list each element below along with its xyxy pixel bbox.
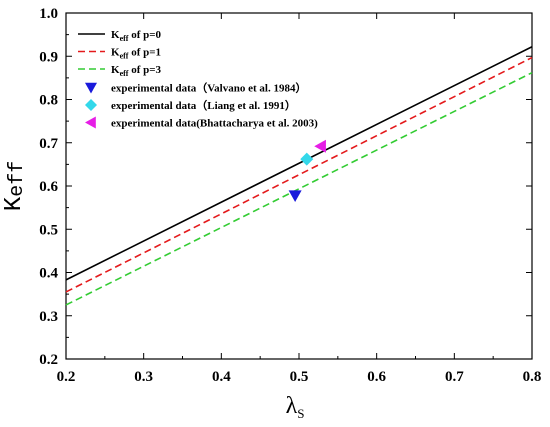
y-axis: 0.2 0.3 0.4 0.5 0.6 0.7 0.8 0.9 1.0 (39, 6, 532, 368)
legend-label: Keff of p=0 (111, 29, 162, 43)
x-axis: 0.2 0.3 0.4 0.5 0.6 0.7 0.8 (57, 13, 542, 385)
data-point (288, 190, 302, 203)
y-tick-label: 0.7 (39, 136, 58, 152)
legend-marker (85, 99, 97, 111)
legend-marker (85, 116, 96, 129)
x-tick-label: 0.7 (445, 369, 464, 385)
x-tick-label: 0.3 (134, 369, 153, 385)
x-axis-title-main: λ (286, 393, 298, 419)
series-lines (65, 46, 533, 306)
y-tick-label: 0.8 (39, 93, 58, 109)
legend: Keff of p=0 Keff of p=1 Keff of p=3 experim… (78, 29, 318, 130)
legend-label: Keff of p=1 (111, 47, 161, 61)
legend-label: experimental data（Valvano et al. 1984） (111, 82, 306, 95)
series-line (65, 56, 533, 293)
x-axis-title-sub: S (297, 406, 304, 421)
legend-marker (85, 82, 97, 94)
x-tick-label: 0.5 (290, 369, 309, 385)
series-line (65, 46, 533, 281)
legend-label: experimental data(Bhattacharya et al. 20… (111, 118, 318, 130)
y-tick-label: 0.2 (39, 352, 58, 368)
data-point (300, 152, 314, 166)
x-tick-label: 0.4 (212, 369, 231, 385)
y-tick-label: 1.0 (39, 6, 58, 22)
data-markers (288, 139, 326, 203)
y-tick-label: 0.9 (39, 49, 58, 65)
legend-label: experimental data（Liang et al. 1991） (111, 99, 296, 112)
legend-label: Keff of p=3 (111, 64, 162, 78)
y-tick-label: 0.4 (39, 266, 58, 282)
series-line (65, 71, 533, 306)
x-tick-label: 0.2 (57, 369, 76, 385)
y-axis-title-sub: eff (6, 161, 29, 197)
x-tick-label: 0.6 (367, 369, 386, 385)
data-point (314, 139, 326, 153)
y-axis-title-main: K (1, 196, 28, 211)
x-tick-label: 0.8 (523, 369, 542, 385)
y-tick-label: 0.6 (39, 179, 58, 195)
x-axis-title: λS (286, 393, 305, 421)
y-tick-label: 0.3 (39, 309, 58, 325)
y-tick-label: 0.5 (39, 222, 58, 238)
y-axis-title: Keff (1, 161, 29, 211)
